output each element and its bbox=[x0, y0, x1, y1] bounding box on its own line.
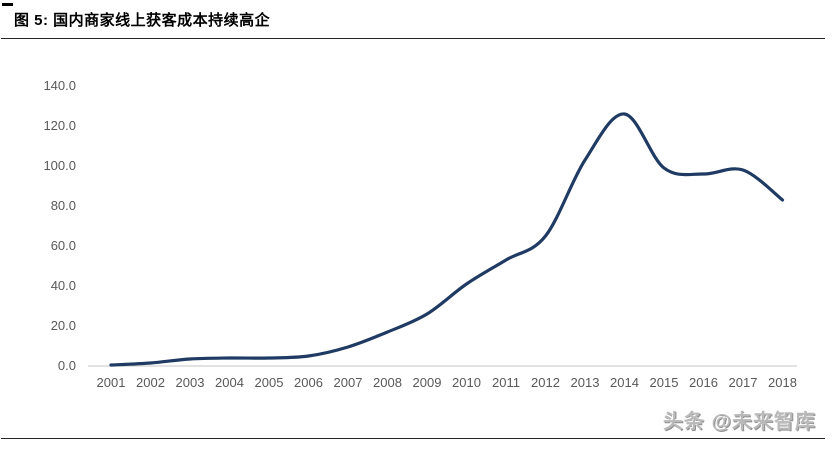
title-divider bbox=[1, 38, 825, 39]
y-axis-tick-label: 100.0 bbox=[43, 158, 76, 173]
figure-title: 图 5: 国内商家线上获客成本持续高企 bbox=[14, 12, 271, 29]
x-axis-tick-label: 2008 bbox=[373, 375, 402, 390]
y-axis-tick-label: 60.0 bbox=[50, 238, 76, 253]
y-axis-tick-label: 40.0 bbox=[50, 278, 76, 293]
x-axis-tick-label: 2012 bbox=[531, 375, 560, 390]
x-axis-tick-label: 2013 bbox=[570, 375, 600, 390]
y-axis-tick-label: 0.0 bbox=[57, 358, 76, 373]
x-axis-tick-label: 2007 bbox=[333, 375, 363, 390]
x-axis-tick-label: 2001 bbox=[96, 375, 126, 390]
cost-line-series bbox=[109, 112, 785, 367]
x-axis-tick-label: 2010 bbox=[452, 375, 481, 390]
x-axis-tick-label: 2009 bbox=[412, 375, 442, 390]
watermark: 头条 @未来智库 bbox=[662, 411, 816, 433]
y-axis-tick-label: 20.0 bbox=[50, 318, 76, 333]
x-axis-tick-label: 2014 bbox=[610, 375, 639, 390]
x-axis-tick-label: 2011 bbox=[492, 375, 520, 390]
x-axis-tick-label: 2005 bbox=[254, 375, 284, 390]
x-axis-tick-label: 2016 bbox=[689, 375, 718, 390]
x-axis-tick-label: 2015 bbox=[649, 375, 679, 390]
x-axis-tick-label: 2003 bbox=[175, 375, 205, 390]
x-axis-tick-label: 2018 bbox=[768, 375, 797, 390]
y-axis-tick-label: 140.0 bbox=[43, 78, 76, 93]
top-left-tick bbox=[2, 3, 13, 6]
x-axis-tick-label: 2004 bbox=[215, 375, 244, 390]
footer-divider bbox=[1, 438, 825, 439]
x-axis-tick-label: 2017 bbox=[728, 375, 758, 390]
x-axis-tick-label: 2006 bbox=[294, 375, 323, 390]
y-axis-tick-label: 120.0 bbox=[43, 118, 76, 133]
y-axis-tick-label: 80.0 bbox=[50, 198, 76, 213]
x-axis-tick-label: 2002 bbox=[136, 375, 165, 390]
